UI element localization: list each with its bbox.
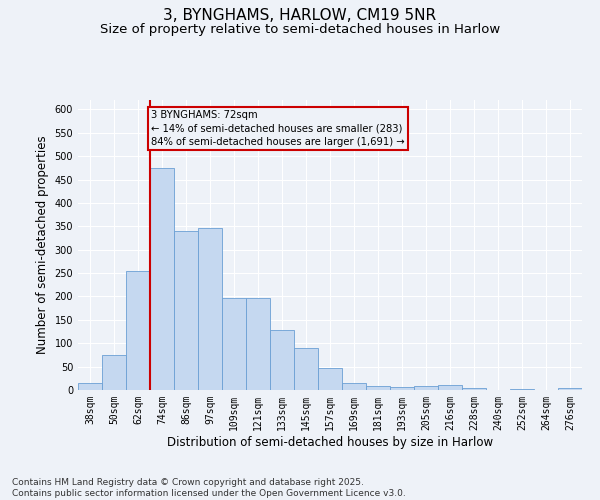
Bar (222, 298, 246, 390)
Text: Contains HM Land Registry data © Crown copyright and database right 2025.
Contai: Contains HM Land Registry data © Crown c… (12, 478, 406, 498)
Text: 3, BYNGHAMS, HARLOW, CM19 5NR: 3, BYNGHAMS, HARLOW, CM19 5NR (163, 8, 437, 22)
Bar (414, 386, 438, 390)
Text: Size of property relative to semi-detached houses in Harlow: Size of property relative to semi-detach… (100, 22, 500, 36)
Bar (558, 388, 582, 390)
Bar (342, 383, 366, 390)
Bar (294, 348, 318, 390)
Text: 3 BYNGHAMS: 72sqm
← 14% of semi-detached houses are smaller (283)
84% of semi-de: 3 BYNGHAMS: 72sqm ← 14% of semi-detached… (151, 110, 405, 146)
Bar (198, 228, 222, 390)
Bar (270, 330, 294, 390)
Bar (150, 168, 174, 390)
Bar (126, 270, 150, 390)
Bar (510, 389, 534, 390)
Bar (438, 386, 462, 390)
X-axis label: Distribution of semi-detached houses by size in Harlow: Distribution of semi-detached houses by … (167, 436, 493, 448)
Bar (246, 298, 270, 390)
Bar (462, 388, 486, 390)
Y-axis label: Number of semi-detached properties: Number of semi-detached properties (36, 136, 49, 354)
Bar (174, 231, 198, 390)
Bar (366, 386, 390, 390)
Bar (102, 355, 126, 390)
Bar (78, 383, 102, 390)
Bar (318, 368, 342, 390)
Bar (390, 386, 414, 390)
